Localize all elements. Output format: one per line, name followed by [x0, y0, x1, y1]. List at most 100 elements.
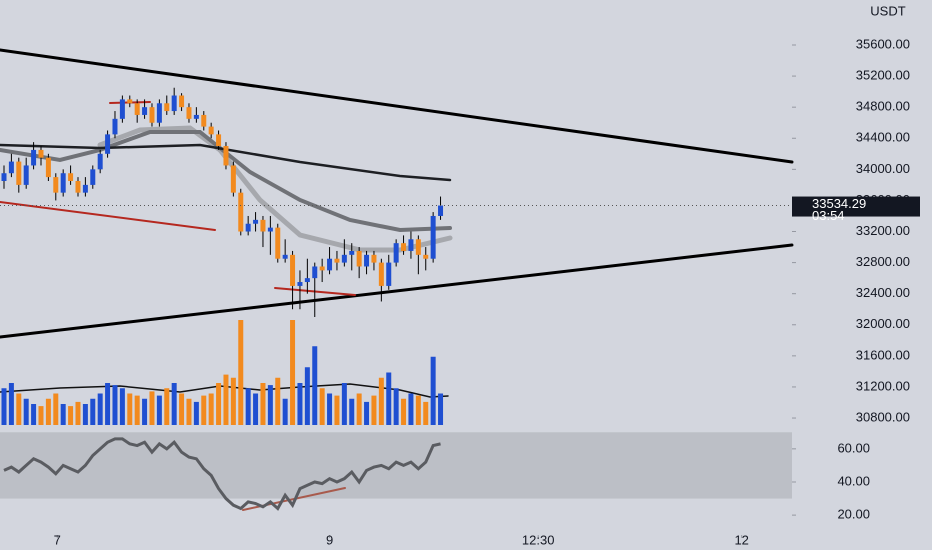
- candle-body: [127, 99, 133, 104]
- candle-body: [82, 184, 88, 193]
- volume-bar: [186, 398, 192, 425]
- rsi-band: [0, 432, 792, 499]
- candle-body: [312, 266, 318, 279]
- candle-body: [423, 254, 429, 259]
- volume-bar: [253, 393, 259, 425]
- volume-bar: [149, 391, 155, 425]
- volume-bar: [119, 388, 125, 425]
- volume-bar: [393, 388, 399, 425]
- candle-body: [282, 254, 288, 259]
- candle-body: [230, 165, 236, 193]
- candle-body: [371, 254, 377, 263]
- volume-bar: [267, 385, 273, 425]
- volume-bar: [327, 393, 333, 425]
- candle-body: [60, 173, 66, 193]
- ma-light: [97, 125, 453, 253]
- volume-bar: [105, 383, 111, 425]
- ma-long: [0, 143, 452, 182]
- y-tick-label: 31200.00: [856, 378, 910, 393]
- volume-bar: [164, 388, 170, 425]
- candle-body: [75, 180, 81, 193]
- y-tick-label: 34000.00: [856, 161, 910, 176]
- candle-body: [149, 107, 155, 123]
- volume-bar: [112, 385, 118, 425]
- volume-bar: [356, 393, 362, 425]
- candle-body: [16, 161, 22, 185]
- candle-body: [304, 278, 310, 283]
- candle-body: [201, 114, 207, 127]
- candle-body: [245, 223, 251, 232]
- volume-bar: [371, 395, 377, 425]
- trendline-lower: [0, 243, 794, 339]
- volume-bar: [275, 377, 281, 425]
- volume-bar: [364, 401, 370, 425]
- volume-bar: [16, 393, 22, 425]
- volume-bar: [282, 398, 288, 425]
- volume-bar: [68, 406, 74, 425]
- candle-body: [349, 250, 355, 255]
- candle-body: [223, 146, 229, 166]
- y-tick-label: 34800.00: [856, 99, 910, 114]
- price-label: 33534.29: [812, 196, 866, 211]
- candle-body: [53, 177, 59, 193]
- candle-body: [393, 243, 399, 263]
- trendline-upper: [0, 48, 794, 164]
- volume-bar: [401, 398, 407, 425]
- volume-bar: [179, 393, 185, 425]
- candle-body: [378, 262, 384, 286]
- volume-bar: [171, 383, 177, 425]
- volume-bar: [38, 406, 44, 425]
- y-tick-label: 33200.00: [856, 223, 910, 238]
- volume-bar: [45, 398, 51, 425]
- volume-bar: [90, 398, 96, 425]
- candle-body: [401, 243, 407, 251]
- candle-body: [171, 95, 177, 112]
- candle-body: [193, 114, 199, 119]
- volume-bar: [349, 398, 355, 425]
- volume-bar: [408, 393, 414, 425]
- volume-bar: [297, 383, 303, 425]
- candle-body: [341, 254, 347, 263]
- candle-body: [260, 219, 266, 232]
- candle-body: [364, 254, 370, 267]
- candle-body: [208, 126, 214, 135]
- candle-body: [156, 103, 162, 123]
- y-tick-label: 32800.00: [856, 254, 910, 269]
- volume-bar: [53, 393, 59, 425]
- volume-bar: [201, 395, 207, 425]
- volume-bar: [97, 393, 103, 425]
- candle-body: [134, 103, 140, 115]
- volume-bar: [430, 356, 436, 425]
- volume-bar: [423, 401, 429, 425]
- currency-label: USDT: [870, 3, 905, 18]
- candle-body: [105, 134, 111, 154]
- volume-bar: [75, 401, 81, 425]
- candle-body: [438, 205, 444, 216]
- rsi-line: [3, 437, 441, 511]
- volume-bar: [304, 367, 310, 425]
- y-tick-label: 32400.00: [856, 285, 910, 300]
- volume-bar: [216, 383, 222, 425]
- volume-bar: [208, 393, 214, 425]
- candle-body: [430, 215, 436, 259]
- rsi-band-layer: [0, 432, 792, 499]
- volume-bar: [334, 395, 340, 425]
- volume-bar: [290, 320, 296, 425]
- divergence-line: [0, 201, 216, 231]
- rsi-y-tick-label: 20.00: [837, 507, 870, 522]
- candle-body: [334, 258, 340, 263]
- y-tick-label: 32000.00: [856, 316, 910, 331]
- volume-ma: [0, 383, 449, 398]
- y-tick-label: 30800.00: [856, 409, 910, 424]
- candle-body: [186, 107, 192, 119]
- candle-body: [216, 134, 222, 147]
- volume-bar: [31, 404, 37, 425]
- candle-body: [356, 250, 362, 267]
- candle-body: [164, 103, 170, 112]
- price-label-box: [792, 196, 920, 217]
- candle-body: [275, 227, 281, 259]
- candle-body: [8, 161, 14, 174]
- x-tick-label: 12:30: [522, 532, 555, 547]
- candle-body: [267, 227, 273, 232]
